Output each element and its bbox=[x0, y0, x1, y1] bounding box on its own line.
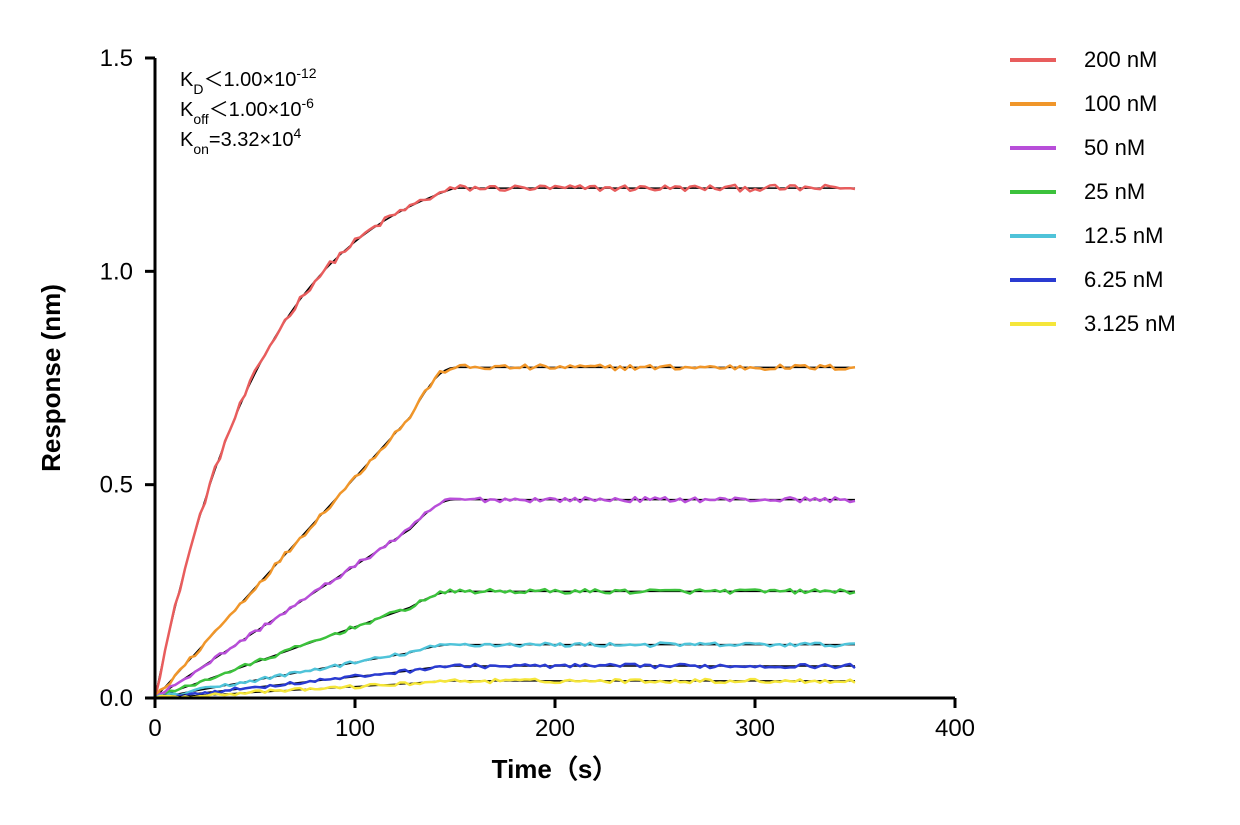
x-tick-label: 200 bbox=[535, 715, 575, 742]
y-tick-label: 0.0 bbox=[100, 685, 133, 712]
y-tick-label: 1.5 bbox=[100, 45, 133, 72]
y-tick-label: 1.0 bbox=[100, 258, 133, 285]
x-axis-label: Time（s） bbox=[492, 754, 619, 784]
x-tick-label: 300 bbox=[735, 715, 775, 742]
legend-label: 25 nM bbox=[1084, 179, 1145, 204]
legend-label: 200 nM bbox=[1084, 47, 1157, 72]
y-axis-label: Response (nm) bbox=[36, 284, 66, 472]
x-tick-label: 100 bbox=[335, 715, 375, 742]
legend-label: 50 nM bbox=[1084, 135, 1145, 160]
legend-label: 12.5 nM bbox=[1084, 223, 1164, 248]
legend-label: 6.25 nM bbox=[1084, 267, 1164, 292]
legend-label: 100 nM bbox=[1084, 91, 1157, 116]
legend-label: 3.125 nM bbox=[1084, 311, 1176, 336]
kinetics-chart: 0 100 200 300 400 0.0 0.5 1.0 1.5 Time（s） Response… bbox=[0, 0, 1240, 825]
x-tick-label: 0 bbox=[148, 715, 161, 742]
x-tick-label: 400 bbox=[935, 715, 975, 742]
y-tick-label: 0.5 bbox=[100, 472, 133, 499]
